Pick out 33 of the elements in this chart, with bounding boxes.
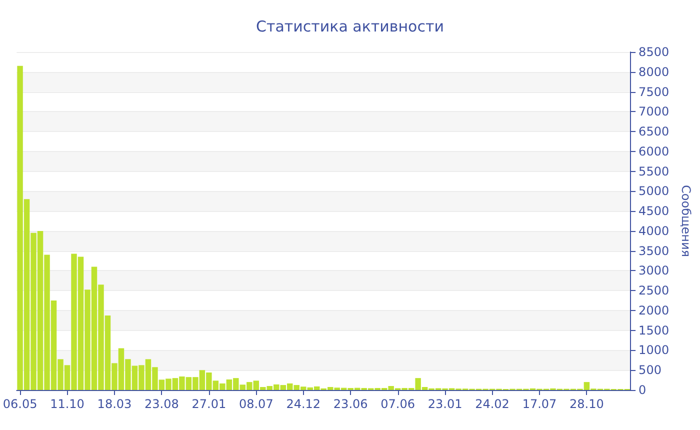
x-tick-label: 18.03 xyxy=(97,397,132,411)
y-tick-label: 8000 xyxy=(638,64,670,79)
x-tick-label: 24.02 xyxy=(475,397,510,411)
y-tick-label: 0 xyxy=(638,383,646,397)
x-tick-label: 17.07 xyxy=(522,397,557,411)
y-tick-label: 2000 xyxy=(638,303,670,318)
y-tick-label: 4000 xyxy=(638,224,670,238)
x-tick-label: 27.01 xyxy=(192,397,226,411)
x-tick-label: 23.01 xyxy=(428,397,462,411)
y-tick-label: 500 xyxy=(638,363,662,378)
x-tick-label: 08.07 xyxy=(238,397,274,411)
y-tick-label: 2500 xyxy=(638,284,670,298)
x-tick-label: 06.05 xyxy=(2,397,38,411)
y-tick-label: 7500 xyxy=(638,84,670,99)
y-axis-title: Сообщения xyxy=(679,184,693,258)
y-tick-label: 5500 xyxy=(638,164,670,178)
y-tick-label: 8500 xyxy=(638,45,670,59)
y-tick-label: 6000 xyxy=(638,144,670,158)
y-tick-label: 7000 xyxy=(638,104,670,119)
y-tick-label: 5000 xyxy=(638,184,670,198)
x-tick-label: 28.10 xyxy=(570,397,604,411)
y-tick-label: 1500 xyxy=(638,323,670,338)
y-tick-label: 1000 xyxy=(638,343,670,358)
y-tick-label: 4500 xyxy=(638,204,670,218)
y-tick-label: 6500 xyxy=(638,124,670,139)
chart-title: Статистика активности xyxy=(256,18,444,36)
y-tick-label: 3000 xyxy=(638,264,670,278)
x-tick-label: 23.08 xyxy=(144,397,179,411)
x-tick-label: 23.06 xyxy=(333,397,368,411)
x-tick-label: 24.12 xyxy=(286,397,321,411)
x-tick-label: 11.10 xyxy=(50,397,84,411)
x-tick-label: 07.06 xyxy=(380,397,415,411)
y-tick-label: 3500 xyxy=(638,244,670,258)
